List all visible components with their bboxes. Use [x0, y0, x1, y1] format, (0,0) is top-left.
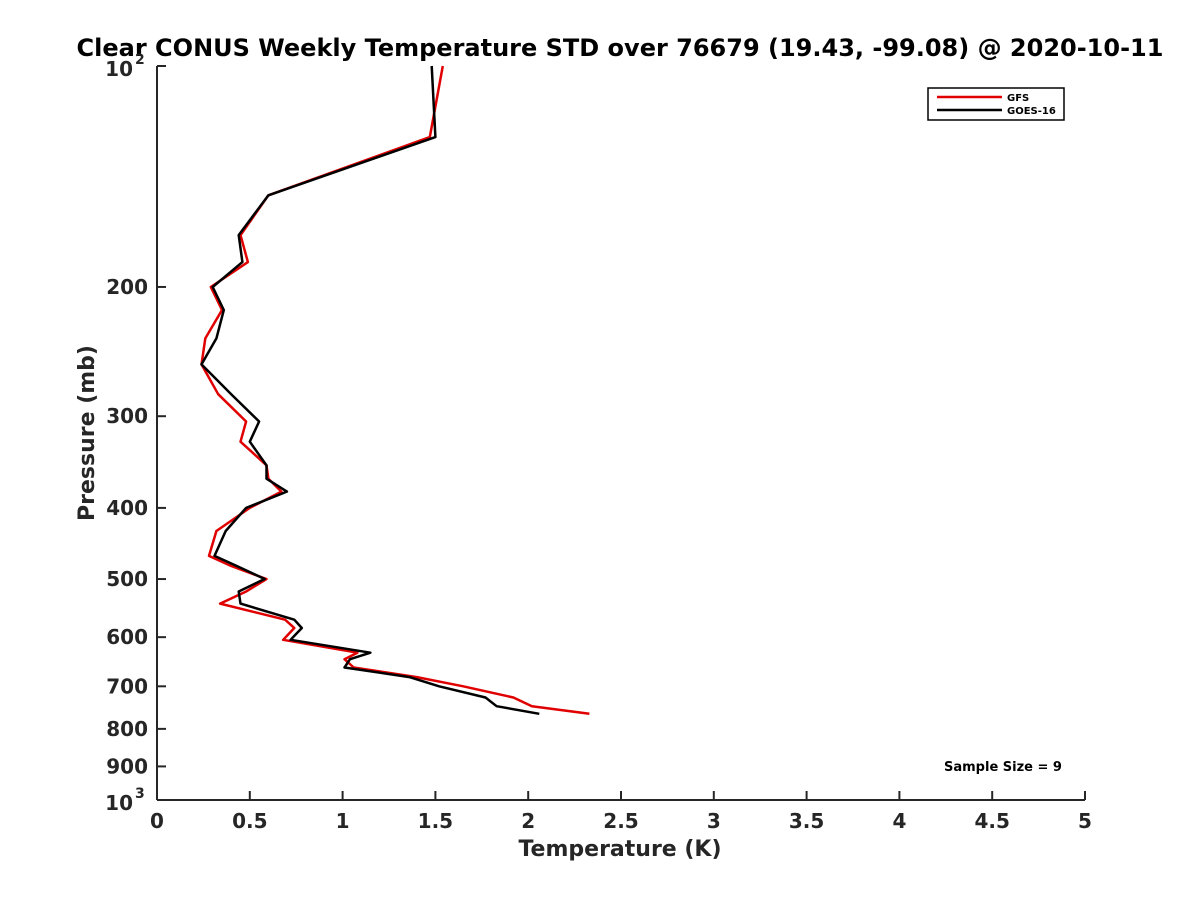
sample-size-annotation: Sample Size = 9 [944, 760, 1062, 775]
x-tick-label: 0.5 [232, 809, 267, 833]
y-tick-label: 900 [106, 754, 148, 778]
y-tick-label: 400 [106, 496, 148, 520]
y-tick-exponent: 3 [135, 786, 145, 802]
y-tick-label: 200 [106, 275, 148, 299]
x-tick-label: 0 [150, 809, 164, 833]
series-line [200, 65, 590, 716]
y-tick-label: 10 [105, 791, 133, 815]
x-tick-label: 4.5 [974, 809, 1009, 833]
chart-title: Clear CONUS Weekly Temperature STD over … [77, 34, 1164, 62]
y-tick-label: 300 [106, 404, 148, 428]
y-tick-label: 700 [106, 674, 148, 698]
y-tick-exponent: 2 [135, 52, 145, 68]
x-tick-label: 1.5 [418, 809, 453, 833]
series-layer [200, 65, 590, 716]
legend: GFS GOES-16 [927, 87, 1065, 121]
x-axis-ticks: 0 0.5 1 1.5 2 2.5 3 3.5 4 4.5 5 [150, 791, 1092, 833]
x-tick-label: 3 [707, 809, 721, 833]
x-tick-label: 1 [336, 809, 350, 833]
axes [156, 66, 1085, 801]
x-axis-label: Temperature (K) [518, 837, 721, 862]
x-tick-label: 5 [1078, 809, 1092, 833]
legend-label: GFS [1007, 93, 1029, 104]
y-axis-label: Pressure (mb) [75, 345, 100, 521]
x-tick-label: 2 [521, 809, 535, 833]
y-tick-label: 10 [105, 57, 133, 81]
legend-box [927, 87, 1065, 121]
x-tick-label: 4 [892, 809, 906, 833]
y-tick-label: 500 [106, 567, 148, 591]
x-tick-label: 2.5 [603, 809, 638, 833]
series-line [200, 65, 540, 716]
x-tick-label: 3.5 [789, 809, 824, 833]
y-tick-label: 600 [106, 625, 148, 649]
y-tick-label: 800 [106, 717, 148, 741]
legend-label: GOES-16 [1007, 106, 1056, 117]
